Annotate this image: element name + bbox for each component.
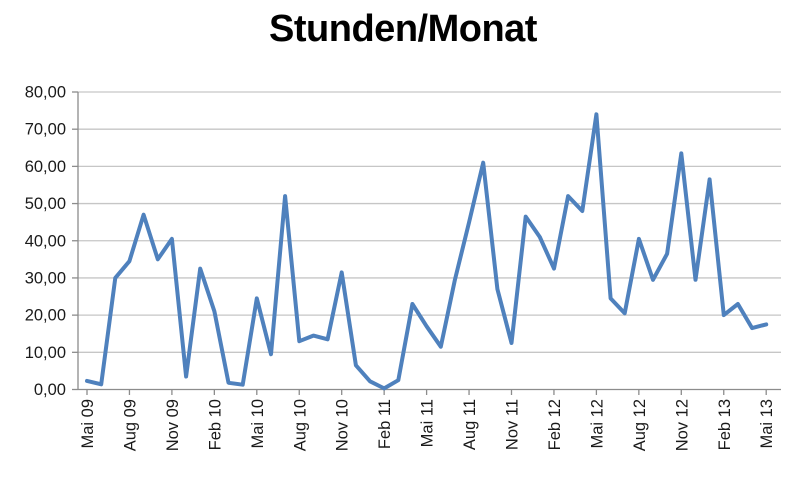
x-tick-label: Aug 10: [291, 399, 309, 451]
x-tick-label: Feb 13: [716, 399, 734, 450]
y-tick-label: 10,00: [25, 344, 66, 362]
y-tick-label: 70,00: [25, 121, 66, 139]
x-tick-label: Nov 11: [504, 399, 522, 450]
y-tick-label: 20,00: [25, 307, 66, 325]
y-tick-label: 0,00: [34, 381, 66, 399]
x-tick-label: Mai 11: [419, 399, 437, 447]
data-line-series: [85, 112, 769, 391]
x-tick-label: Mai 12: [588, 399, 606, 449]
x-tick-label: Mai 09: [79, 399, 97, 449]
chart-title: Stunden/Monat: [269, 8, 537, 50]
x-tick-label: Nov 09: [164, 399, 182, 451]
x-tick-label: Feb 12: [546, 399, 564, 450]
x-tick-label: Nov 10: [334, 399, 352, 451]
y-tick-label: 30,00: [25, 269, 66, 287]
x-tick-label: Aug 12: [631, 399, 649, 451]
x-tick-label: Mai 13: [758, 399, 776, 449]
y-tick-label: 80,00: [25, 84, 66, 102]
x-tick-label: Feb 10: [206, 399, 224, 450]
x-tick-label: Feb 11: [376, 399, 394, 449]
x-tick-label: Nov 12: [673, 399, 691, 451]
y-tick-label: 40,00: [25, 232, 66, 250]
x-tick-label: Aug 11: [461, 399, 479, 450]
y-tick-label: 50,00: [25, 195, 66, 213]
x-tick-label: Aug 09: [121, 399, 139, 451]
x-tick-label: Mai 10: [249, 399, 267, 449]
y-tick-label: 60,00: [25, 158, 66, 176]
